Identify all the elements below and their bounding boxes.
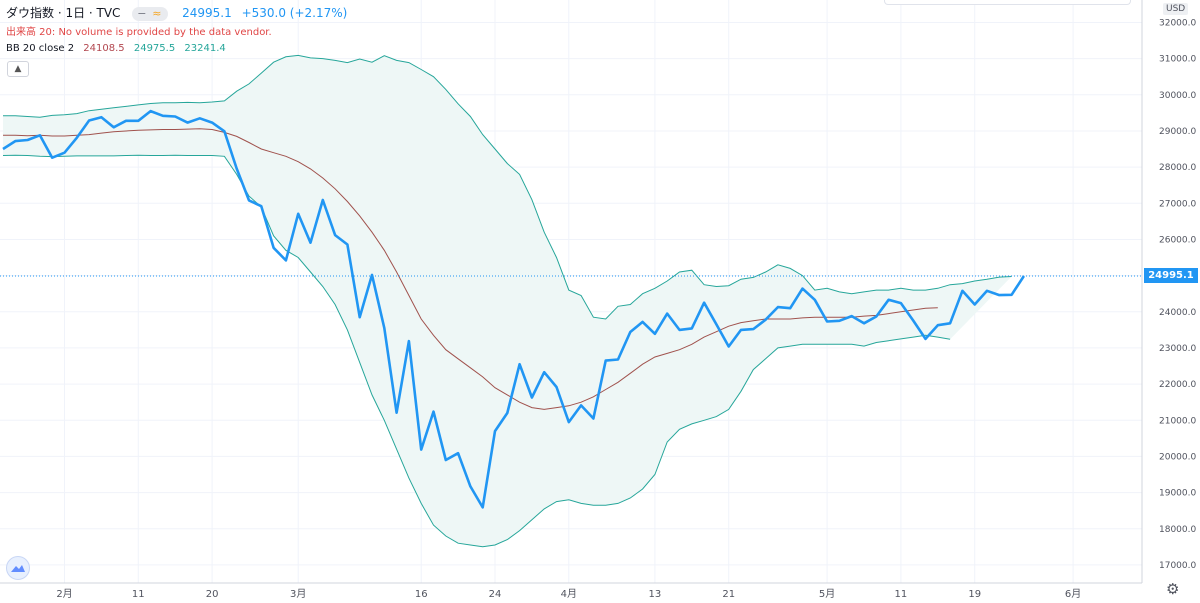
x-tick-label: 19 bbox=[968, 589, 981, 600]
bb-lower-line bbox=[2, 154, 951, 548]
y-tick-label: 26000.0 bbox=[1159, 235, 1196, 245]
x-tick-label: 4月 bbox=[561, 588, 577, 600]
logo-mountain-icon bbox=[11, 565, 25, 572]
minus-icon: − bbox=[137, 6, 147, 20]
bb-fill-area bbox=[3, 55, 1012, 547]
legend-symbol-row: ダウ指数 · 1日 · TVC − ≈ 24995.1 +530.0 (+2.1… bbox=[6, 4, 347, 21]
y-tick-label: 20000.0 bbox=[1159, 452, 1196, 462]
x-tick-label: 5月 bbox=[819, 588, 835, 600]
volume-notice: 出来高 20: No volume is provided by the dat… bbox=[6, 27, 272, 38]
x-tick-label: 6月 bbox=[1065, 588, 1081, 600]
y-tick-label: 17000.0 bbox=[1159, 561, 1196, 571]
x-tick-label: 16 bbox=[415, 589, 428, 600]
x-tick-label: 3月 bbox=[290, 588, 306, 600]
tradingview-logo-icon[interactable] bbox=[6, 556, 30, 580]
x-tick-label: 13 bbox=[649, 589, 662, 600]
x-tick-label: 11 bbox=[895, 589, 908, 600]
approx-icon: ≈ bbox=[152, 6, 162, 20]
compare-toggle-pill[interactable]: − ≈ bbox=[132, 6, 169, 21]
x-tick-label: 11 bbox=[132, 589, 145, 600]
bb-middle-line bbox=[3, 128, 938, 410]
price-line bbox=[2, 109, 1025, 509]
y-tick-label: 23000.0 bbox=[1159, 344, 1196, 354]
y-tick-label: 22000.0 bbox=[1159, 380, 1196, 390]
bollinger-band-fill bbox=[3, 55, 1012, 547]
y-tick-label: 18000.0 bbox=[1159, 525, 1196, 535]
y-tick-label: 32000.0 bbox=[1159, 18, 1196, 28]
bb-upper-line bbox=[3, 54, 1012, 320]
bb-upper-value: 24975.5 bbox=[133, 43, 176, 54]
collapse-legend-button[interactable]: ▲ bbox=[7, 61, 29, 77]
last-price-axis-label: 24995.1 bbox=[1144, 268, 1198, 284]
bb-middle-value: 24108.5 bbox=[83, 43, 125, 54]
x-tick-label: 21 bbox=[722, 589, 735, 600]
y-tick-label: 24000.0 bbox=[1159, 308, 1196, 318]
top-dropdown-panel[interactable] bbox=[884, 0, 1131, 5]
x-tick-label: 24 bbox=[489, 589, 502, 600]
x-tick-label: 20 bbox=[206, 589, 219, 600]
symbol-label[interactable]: ダウ指数 · 1日 · TVC bbox=[6, 6, 121, 20]
price-axis[interactable]: 17000.0 18000.0 19000.0 20000.0 21000.0 22000… bbox=[1141, 0, 1200, 603]
y-tick-label: 27000.0 bbox=[1159, 199, 1196, 209]
y-tick-label: 29000.0 bbox=[1159, 127, 1196, 137]
bb-lower-value: 23241.4 bbox=[184, 43, 226, 54]
y-tick-label: 31000.0 bbox=[1159, 55, 1196, 65]
price-axis-bg bbox=[1142, 0, 1200, 603]
currency-label[interactable]: USD bbox=[1163, 3, 1189, 15]
x-tick-label: 2月 bbox=[56, 588, 72, 600]
y-tick-label: 30000.0 bbox=[1159, 91, 1196, 101]
bb-legend-row: BB 20 close 2 24108.5 24975.5 23241.4 bbox=[6, 43, 226, 54]
price-change: +530.0 (+2.17%) bbox=[241, 6, 348, 20]
gear-icon[interactable]: ⚙ bbox=[1166, 580, 1180, 598]
bb-indicator-label[interactable]: BB 20 close 2 bbox=[6, 43, 75, 54]
last-price: 24995.1 bbox=[182, 6, 232, 20]
y-tick-label: 21000.0 bbox=[1159, 416, 1196, 426]
y-tick-label: 28000.0 bbox=[1159, 163, 1196, 173]
y-tick-label: 19000.0 bbox=[1159, 489, 1196, 499]
series-lines bbox=[0, 54, 1142, 548]
time-axis[interactable]: 2月 11 20 3月 16 24 4月 13 21 5月 11 19 6月 bbox=[0, 582, 1200, 600]
